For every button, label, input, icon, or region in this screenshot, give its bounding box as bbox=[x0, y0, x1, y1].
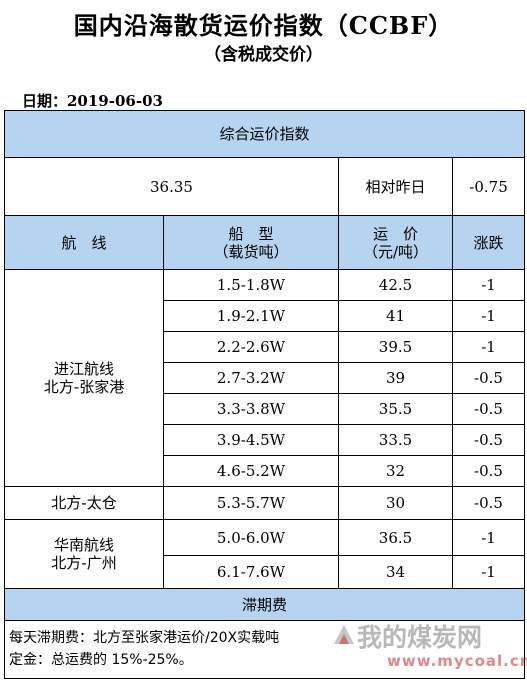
ship-type-unit: （载货吨） bbox=[213, 242, 289, 261]
price-column-header: 运 价 （元/吨） bbox=[338, 215, 453, 270]
change-cell: -0.5 bbox=[451, 455, 526, 487]
table-row: 3.9-4.5W 33.5 -0.5 bbox=[5, 424, 526, 456]
page-title: 国内沿海散货运价指数（CCBF） bbox=[73, 11, 454, 40]
ship-type-cell: 2.7-3.2W bbox=[163, 362, 339, 394]
change-cell: -1 bbox=[451, 331, 526, 363]
demurrage-title: 滞期费 bbox=[3, 588, 526, 621]
price-cell: 30 bbox=[338, 486, 453, 520]
price-cell: 39.5 bbox=[338, 331, 453, 363]
change-cell: -0.5 bbox=[451, 486, 526, 520]
route-name-line1: 进江航线 bbox=[53, 360, 114, 378]
composite-index-change: -0.75 bbox=[451, 157, 526, 216]
composite-index-row: 36.35 相对昨日 -0.75 bbox=[4, 157, 526, 216]
route-name-line2: 北方-张家港 bbox=[43, 378, 125, 396]
table-row: 北方-太仓 5.3-5.7W 30 -0.5 bbox=[4, 486, 526, 520]
ship-type-cell: 3.3-3.8W bbox=[163, 393, 339, 425]
route-column-header: 航 线 bbox=[4, 215, 164, 270]
price-cell: 41 bbox=[338, 300, 453, 332]
page-subtitle: （含税成交价） bbox=[204, 45, 323, 65]
freight-index-table: 综合运价指数 36.35 相对昨日 -0.75 航 线 船 型 （载货吨） 运 … bbox=[3, 110, 526, 679]
demurrage-header-row: 滞期费 bbox=[3, 588, 526, 621]
ship-type-label: 船 型 bbox=[228, 224, 274, 243]
change-cell: -1 bbox=[451, 300, 526, 332]
table-row: 华南航线 北方-广州 5.0-6.0W 36.5 -1 bbox=[4, 519, 526, 589]
ship-type-cell: 2.2-2.6W bbox=[163, 331, 339, 363]
price-label: 运 价 bbox=[372, 224, 418, 243]
change-cell: -1 bbox=[451, 269, 526, 301]
change-cell: -0.5 bbox=[451, 393, 526, 425]
column-header-row: 航 线 船 型 （载货吨） 运 价 （元/吨） 涨跌 bbox=[4, 215, 526, 270]
route-name-line2: 北方-广州 bbox=[51, 554, 117, 572]
ship-type-cell: 3.9-4.5W bbox=[163, 424, 339, 456]
change-cell: -0.5 bbox=[451, 362, 526, 394]
price-cell: 35.5 bbox=[338, 393, 453, 425]
change-column-header: 涨跌 bbox=[451, 215, 526, 270]
price-cell: 42.5 bbox=[338, 269, 453, 301]
route-name-cell: 华南航线 北方-广州 bbox=[4, 519, 164, 589]
table-row: 进江航线 北方-张家港 1.5-1.8W 42.5 -1 bbox=[4, 269, 526, 487]
table-row: 1.9-2.1W 41 -1 bbox=[5, 300, 526, 332]
change-cell: -1 bbox=[451, 555, 526, 589]
price-cell: 39 bbox=[338, 362, 453, 394]
table-row: 6.1-7.6W 34 -1 bbox=[5, 555, 526, 589]
change-cell: -1 bbox=[451, 519, 526, 556]
price-cell: 36.5 bbox=[338, 519, 453, 556]
table-row: 3.3-3.8W 35.5 -0.5 bbox=[5, 393, 526, 425]
demurrage-note-row: 每天滞期费：北方至张家港运价/20X实载吨 定金：总运费的 15%-25%。 bbox=[3, 620, 526, 679]
route-name-cell: 北方-太仓 bbox=[4, 486, 164, 520]
table-row: 4.6-5.2W 32 -0.5 bbox=[5, 455, 526, 487]
composite-index-header-row: 综合运价指数 bbox=[3, 110, 526, 158]
report-date: 日期：2019-06-03 bbox=[22, 92, 163, 110]
ship-type-cell: 1.5-1.8W bbox=[163, 269, 339, 301]
route-name-line1: 华南航线 bbox=[53, 536, 114, 554]
price-cell: 33.5 bbox=[338, 424, 453, 456]
demurrage-note: 每天滞期费：北方至张家港运价/20X实载吨 定金：总运费的 15%-25%。 bbox=[3, 620, 526, 679]
change-cell: -0.5 bbox=[451, 424, 526, 456]
price-cell: 32 bbox=[338, 455, 453, 487]
route-name-cell: 进江航线 北方-张家港 bbox=[4, 269, 164, 487]
composite-index-title: 综合运价指数 bbox=[3, 110, 526, 158]
deposit-line: 定金：总运费的 15%-25%。 bbox=[9, 651, 193, 668]
table-row: 2.2-2.6W 39.5 -1 bbox=[5, 331, 526, 363]
ship-type-cell: 4.6-5.2W bbox=[163, 455, 339, 487]
compare-label: 相对昨日 bbox=[338, 157, 453, 216]
table-row: 2.7-3.2W 39 -0.5 bbox=[5, 362, 526, 394]
ship-type-column-header: 船 型 （载货吨） bbox=[163, 215, 339, 270]
price-unit: （元/吨） bbox=[362, 242, 429, 261]
ship-type-cell: 5.0-6.0W bbox=[163, 519, 339, 556]
ship-type-cell: 6.1-7.6W bbox=[163, 555, 339, 589]
price-cell: 34 bbox=[338, 555, 453, 589]
demurrage-fee-line: 每天滞期费：北方至张家港运价/20X实载吨 bbox=[9, 629, 280, 646]
ship-type-cell: 1.9-2.1W bbox=[163, 300, 339, 332]
ship-type-cell: 5.3-5.7W bbox=[163, 486, 339, 520]
composite-index-value: 36.35 bbox=[4, 157, 339, 216]
